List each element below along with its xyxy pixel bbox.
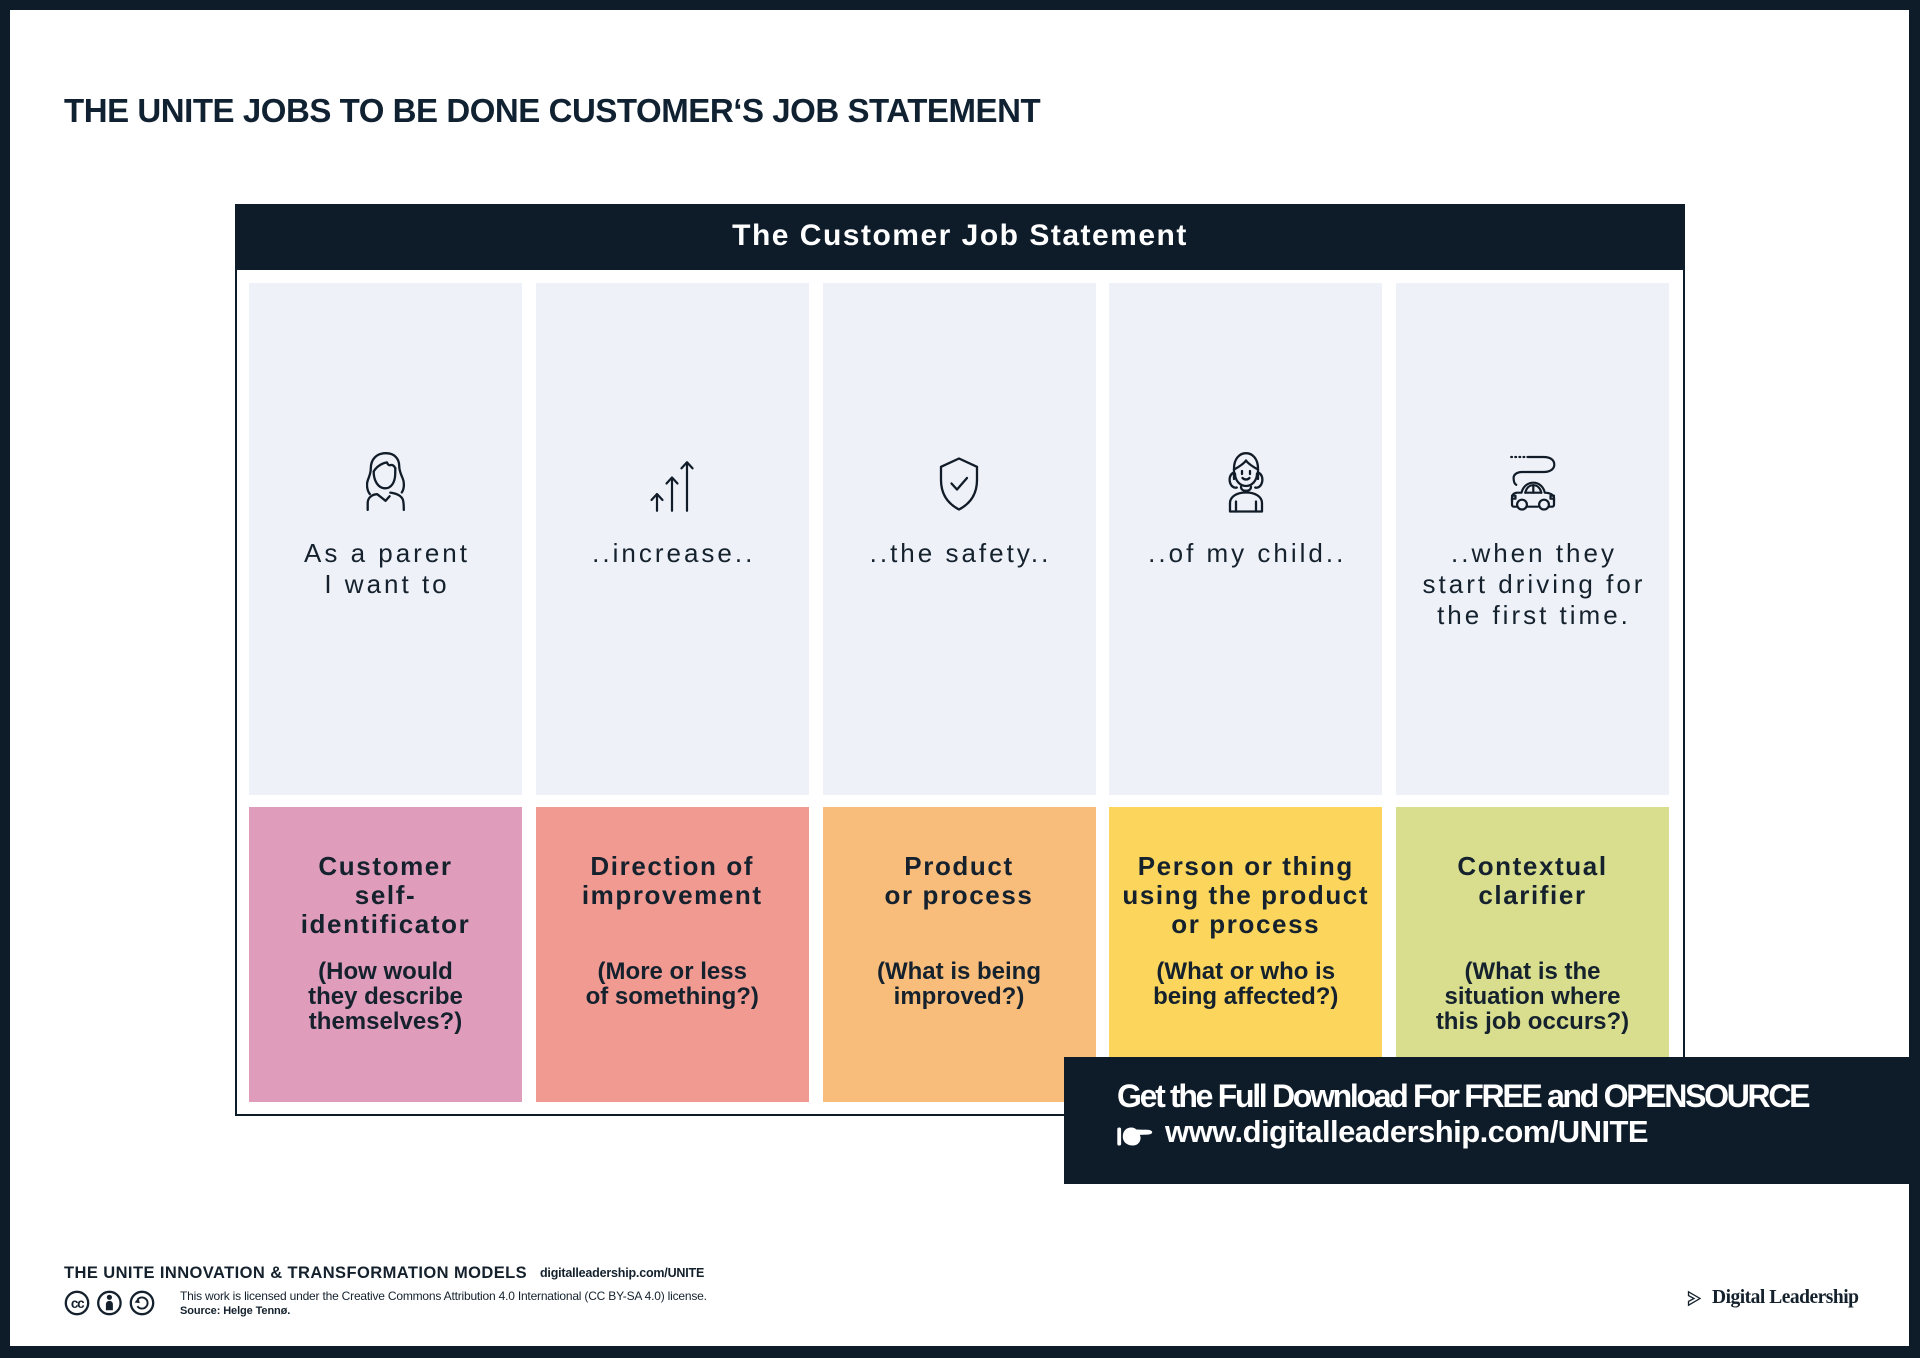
svg-text:cc: cc (71, 1296, 85, 1311)
